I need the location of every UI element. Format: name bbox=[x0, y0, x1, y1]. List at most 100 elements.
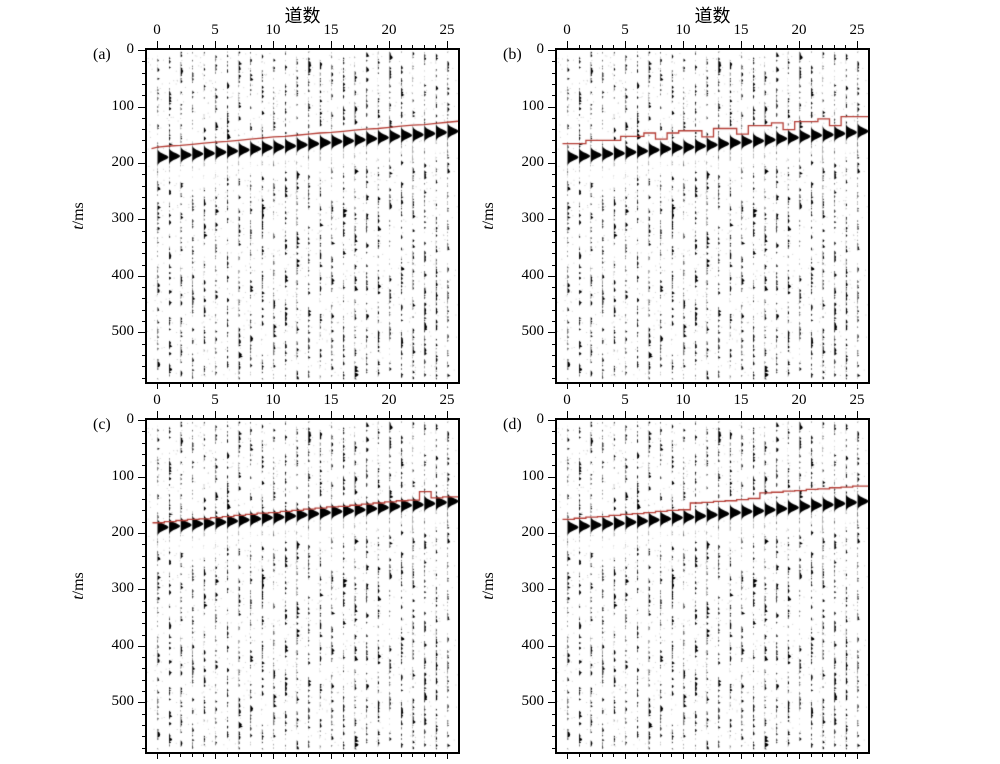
x-tick-bottom bbox=[764, 384, 766, 387]
x-tick bbox=[683, 411, 684, 418]
x-tick-label: 20 bbox=[381, 392, 397, 408]
y-tick bbox=[552, 521, 555, 523]
x-tick-label: 10 bbox=[265, 22, 281, 38]
x-tick bbox=[717, 415, 719, 418]
y-tick bbox=[138, 476, 145, 478]
y-tick bbox=[142, 713, 145, 715]
panel-label-d: (d) bbox=[503, 416, 522, 433]
y-tick bbox=[548, 702, 555, 704]
x-tick-bottom bbox=[226, 384, 228, 387]
x-tick-bottom bbox=[249, 384, 251, 387]
x-tick-bottom bbox=[613, 384, 615, 387]
x-tick bbox=[845, 415, 847, 418]
y-tick bbox=[552, 487, 555, 489]
y-tick bbox=[552, 354, 555, 356]
y-tick-label: 100 bbox=[111, 467, 135, 484]
y-tick bbox=[552, 623, 555, 625]
x-tick-bottom bbox=[354, 384, 356, 387]
x-tick-label: 15 bbox=[733, 22, 749, 38]
y-tick bbox=[552, 151, 555, 153]
y-tick bbox=[142, 555, 145, 557]
y-tick bbox=[548, 50, 555, 51]
x-tick-bottom bbox=[764, 754, 766, 757]
y-tick bbox=[552, 657, 555, 659]
y-tick bbox=[552, 634, 555, 636]
y-tick-label: 300 bbox=[521, 210, 545, 227]
y-tick bbox=[552, 736, 555, 738]
y-tick bbox=[142, 442, 145, 444]
y-tick bbox=[552, 724, 555, 726]
y-tick-label: 500 bbox=[111, 323, 135, 340]
x-tick-bottom bbox=[683, 384, 684, 389]
x-tick-bottom bbox=[857, 754, 858, 759]
y-tick bbox=[552, 555, 555, 557]
y-tick bbox=[548, 162, 555, 164]
y-tick bbox=[548, 532, 555, 534]
y-tick bbox=[552, 264, 555, 266]
y-tick bbox=[138, 50, 145, 51]
x-tick-bottom bbox=[365, 754, 367, 757]
x-tick-bottom bbox=[180, 754, 182, 757]
y-axis-variable: t bbox=[480, 595, 497, 600]
y-tick-label: 400 bbox=[111, 266, 135, 283]
x-tick-bottom bbox=[833, 384, 835, 387]
y-tick bbox=[552, 713, 555, 715]
y-tick bbox=[142, 521, 145, 523]
x-tick bbox=[764, 415, 766, 418]
x-tick-bottom bbox=[354, 754, 356, 757]
x-axis-title: 道数 bbox=[284, 6, 321, 26]
x-tick bbox=[307, 415, 309, 418]
y-tick-label: 500 bbox=[521, 323, 545, 340]
y-tick bbox=[552, 140, 555, 142]
x-tick-label: 15 bbox=[733, 392, 749, 408]
y-tick bbox=[142, 510, 145, 512]
x-tick-label: 10 bbox=[675, 392, 691, 408]
x-tick bbox=[331, 41, 332, 48]
y-tick bbox=[552, 377, 555, 379]
x-tick-bottom bbox=[659, 754, 661, 757]
y-tick bbox=[552, 174, 555, 176]
x-tick-bottom bbox=[331, 384, 332, 389]
x-tick bbox=[249, 415, 251, 418]
y-tick bbox=[552, 196, 555, 198]
x-tick-bottom bbox=[261, 384, 263, 387]
x-tick-bottom bbox=[389, 754, 390, 759]
x-tick bbox=[601, 415, 603, 418]
x-tick bbox=[706, 45, 708, 48]
x-tick-bottom bbox=[412, 384, 414, 387]
x-tick bbox=[787, 415, 789, 418]
x-tick bbox=[447, 41, 448, 48]
seismic-canvas-d bbox=[557, 420, 868, 752]
x-tick bbox=[764, 45, 766, 48]
x-tick bbox=[833, 45, 835, 48]
y-axis-unit: /ms bbox=[70, 202, 87, 226]
x-tick-label: 0 bbox=[563, 22, 571, 38]
x-tick bbox=[636, 45, 638, 48]
y-tick-label: 300 bbox=[521, 580, 545, 597]
y-tick bbox=[142, 264, 145, 266]
x-tick-bottom bbox=[203, 754, 205, 757]
y-tick bbox=[548, 106, 555, 108]
y-tick-label: 0 bbox=[126, 411, 135, 427]
y-tick bbox=[552, 431, 555, 433]
x-tick-bottom bbox=[168, 384, 170, 387]
x-tick bbox=[389, 41, 390, 48]
x-tick bbox=[423, 45, 425, 48]
x-tick bbox=[226, 415, 228, 418]
x-tick bbox=[799, 41, 800, 48]
panel-b: 道数 (b) t/ms 0 5 10 15 20 25 0 100 200 300 400 500 bbox=[480, 6, 870, 389]
y-tick bbox=[142, 140, 145, 142]
x-tick bbox=[296, 415, 298, 418]
y-tick bbox=[548, 275, 555, 277]
y-tick bbox=[142, 747, 145, 749]
seismic-canvas-a bbox=[147, 50, 458, 382]
x-tick-label: 15 bbox=[323, 392, 339, 408]
y-tick bbox=[138, 420, 145, 421]
x-tick bbox=[590, 415, 592, 418]
y-tick bbox=[552, 309, 555, 311]
x-tick-bottom bbox=[284, 384, 286, 387]
y-tick bbox=[142, 657, 145, 659]
x-tick-bottom bbox=[822, 754, 824, 757]
x-tick-bottom bbox=[157, 754, 158, 759]
